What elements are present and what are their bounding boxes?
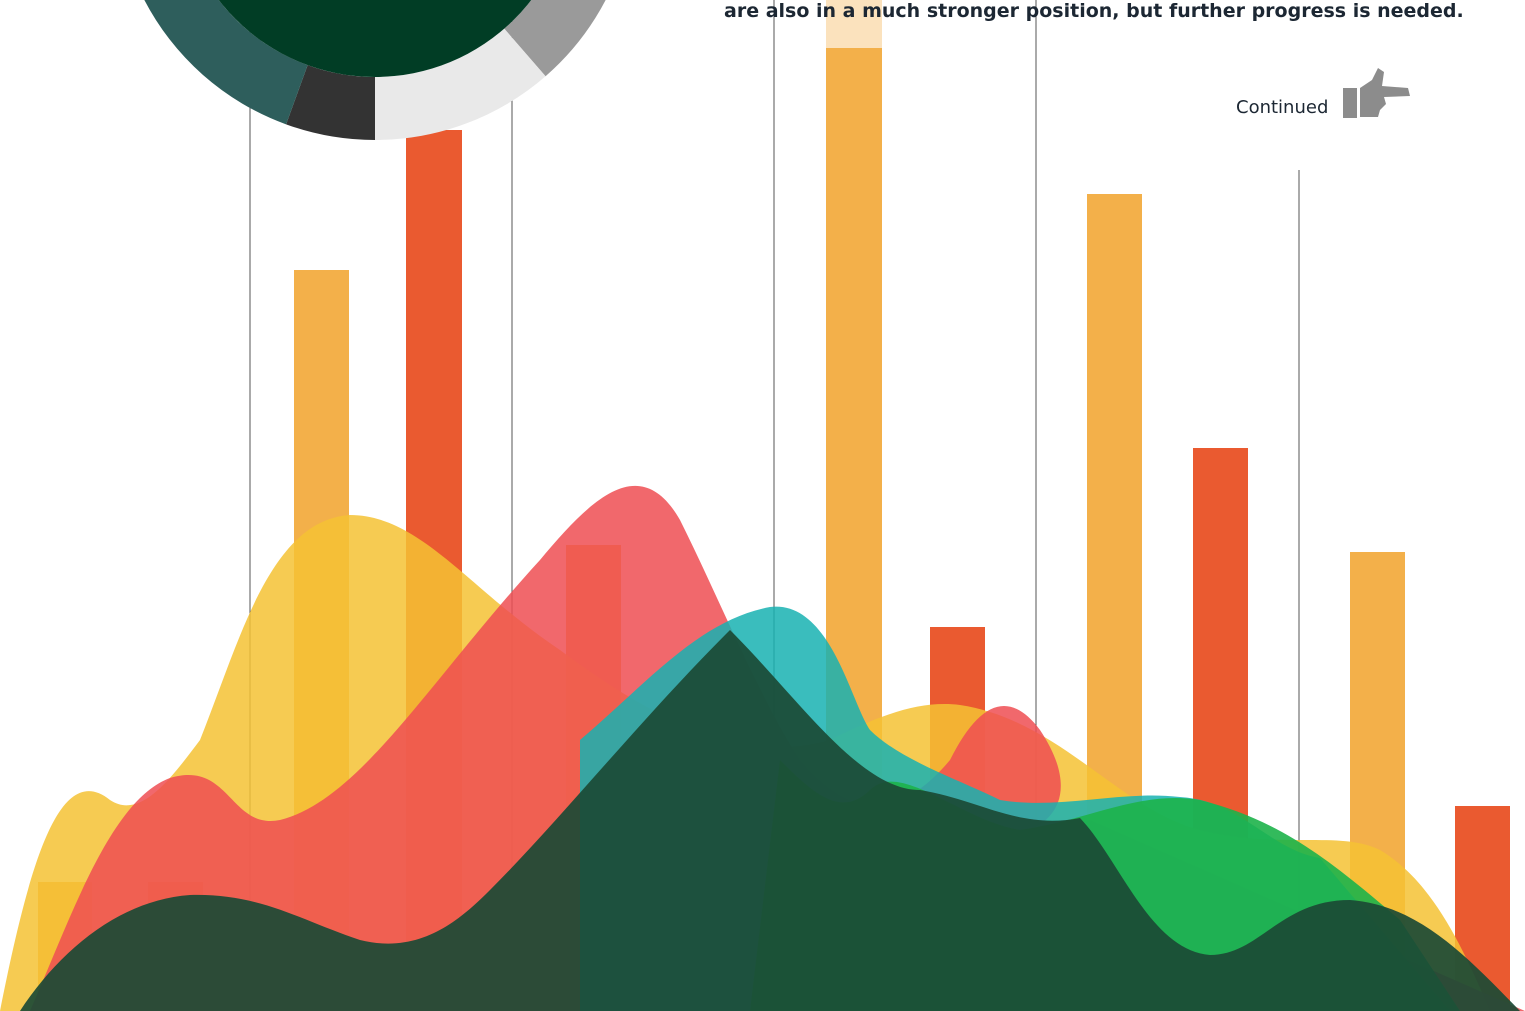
donut-center bbox=[218, 0, 532, 77]
hand-shape bbox=[1360, 68, 1410, 117]
waves bbox=[0, 485, 1525, 1011]
wave-dark-green bbox=[20, 630, 1520, 1011]
donut-segment bbox=[144, 0, 308, 125]
donut-decoration bbox=[144, 0, 606, 140]
body-text: are also in a much stronger position, bu… bbox=[724, 0, 1464, 22]
donut-segment bbox=[286, 65, 375, 140]
bar-top bbox=[826, 0, 882, 48]
pointing-hand-icon[interactable] bbox=[1343, 68, 1410, 118]
donut-segment bbox=[375, 28, 546, 140]
hand-cuff bbox=[1343, 88, 1357, 118]
continue-link[interactable]: Continued bbox=[1236, 97, 1328, 118]
donut-segment bbox=[504, 0, 606, 77]
